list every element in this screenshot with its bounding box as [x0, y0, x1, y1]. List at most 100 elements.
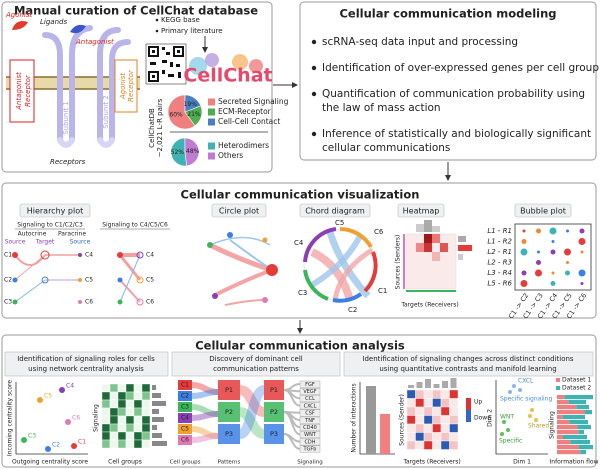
heat-cell	[432, 415, 442, 425]
hierarchy-subtitle: Signaling to C1/C2/C3	[17, 222, 83, 229]
axis-label: Number of interactions	[351, 383, 358, 452]
manifold-points	[500, 384, 538, 436]
heat-cell	[440, 440, 450, 450]
flow-bar	[568, 400, 586, 405]
tab-label: Hierarchy plot	[27, 207, 84, 216]
section-title: communication patterns	[213, 365, 299, 373]
pie-slice	[184, 94, 202, 113]
signal-box	[299, 409, 321, 417]
bullet-text: the law of mass action	[322, 102, 441, 114]
flow	[238, 407, 266, 439]
bubble	[535, 269, 542, 277]
heat-cell	[423, 398, 433, 408]
bubble	[537, 250, 540, 254]
heat-cell	[109, 415, 119, 425]
footer-label: Signaling	[297, 460, 322, 466]
flow-bar	[580, 450, 586, 455]
manifold-label: Shared	[528, 423, 549, 430]
heat-cell	[440, 398, 450, 408]
signal-label: CCL	[305, 396, 315, 402]
row-label: L2 - R3	[487, 259, 512, 267]
bullet	[155, 29, 159, 33]
chord-label: C6	[374, 228, 384, 236]
antagonist-receptor-label: Receptor	[24, 74, 32, 107]
role-label: Source	[5, 239, 26, 246]
heat-cell	[449, 415, 459, 425]
heat-cell	[101, 391, 111, 401]
group-label: C5	[85, 277, 93, 284]
centrality-point	[59, 387, 65, 393]
heat-cell	[449, 440, 459, 450]
slice-label: 21%	[187, 111, 201, 118]
flow-bar	[557, 420, 570, 425]
tab	[19, 203, 91, 218]
cell-label: C1	[181, 382, 189, 389]
top-bar	[433, 384, 440, 388]
flow-bar	[576, 405, 589, 410]
bullet	[155, 18, 159, 22]
flow	[191, 404, 219, 417]
heat-cell	[406, 440, 416, 450]
heat-cell	[141, 383, 151, 393]
flow-bar	[557, 410, 585, 415]
side-bar	[152, 409, 159, 414]
side-bar	[152, 425, 157, 430]
flow	[191, 426, 219, 439]
bullet-text: cellular communications	[322, 142, 450, 154]
tab	[211, 203, 267, 218]
pattern	[264, 402, 284, 422]
panel-title: Cellular communication modeling	[339, 7, 556, 21]
legend-label: Cell-Cell Contact	[218, 117, 280, 126]
legend-swatch	[208, 142, 215, 150]
source-item: Primary literature	[161, 27, 223, 35]
antagonist-shape	[70, 24, 86, 34]
chord-label: C5	[335, 219, 344, 227]
pattern	[218, 424, 240, 444]
group-label: C3	[4, 299, 12, 306]
heat-cell	[101, 407, 111, 417]
slice-label: 52%	[171, 149, 185, 156]
row-label: L1 - R2	[487, 238, 512, 246]
legend-swatch	[556, 378, 560, 382]
heat-cell	[141, 431, 151, 441]
bubble-frame	[514, 223, 592, 291]
signal-label: CDH	[304, 439, 315, 445]
slice-label: 48%	[186, 148, 200, 155]
signal-label: WNT	[304, 432, 317, 438]
heat-cell	[449, 389, 459, 399]
heat-cell	[432, 423, 442, 433]
top-bar	[408, 385, 414, 388]
flow-bar	[557, 450, 581, 455]
bubble	[580, 250, 584, 254]
scale-label: Up	[474, 399, 482, 406]
heat-cell	[117, 407, 127, 417]
legend-label: Others	[218, 151, 243, 160]
section-title: Identification of signaling roles for ce…	[17, 355, 155, 363]
heat-cell	[117, 383, 127, 393]
signal-label: VEGF	[303, 389, 316, 395]
flow-bar	[557, 405, 577, 410]
bubble-plot: L1 - R1 L1 - R2 L2 - R1 L2 - R3 L3 - R4 L5 - …	[487, 227, 588, 320]
signal-label: TGFb	[303, 447, 317, 453]
heat-cell	[125, 391, 135, 401]
heat-cell	[101, 423, 111, 433]
signal-box	[299, 438, 321, 446]
tab-label: Heatmap	[403, 207, 440, 216]
heat-cell	[141, 407, 151, 417]
centrality-point	[37, 397, 43, 403]
legend-label: Dataset 2	[562, 385, 591, 392]
logo: CellChat	[183, 65, 272, 87]
heat-cell	[101, 439, 111, 449]
heat-cell	[423, 406, 433, 416]
chord-label: C2	[348, 306, 357, 314]
heat-cell	[109, 391, 119, 401]
heat-cell	[415, 440, 425, 450]
slice-label: 60%	[169, 111, 183, 118]
pattern	[218, 402, 240, 422]
heat-cell	[449, 406, 459, 416]
flow	[191, 382, 219, 395]
legend-swatch	[208, 108, 215, 116]
axis-label: Outgoing centrality score	[12, 459, 88, 466]
heat-cell	[449, 432, 459, 442]
